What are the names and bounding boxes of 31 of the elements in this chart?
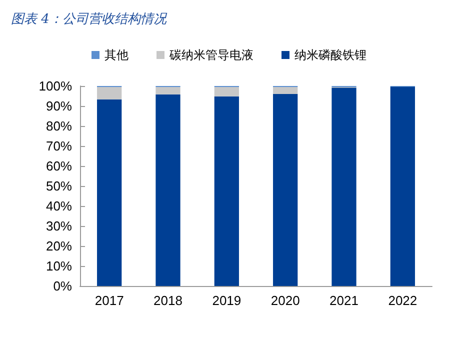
chart-title: 图表 4：公司营收结构情况 bbox=[11, 12, 168, 27]
y-tick-label: 20% bbox=[46, 238, 72, 254]
y-tick-label: 100% bbox=[38, 78, 72, 94]
x-tick-label: 2020 bbox=[270, 293, 300, 308]
bar bbox=[97, 87, 122, 100]
y-tick-label: 10% bbox=[46, 258, 72, 274]
bar bbox=[332, 88, 356, 286]
bar bbox=[214, 87, 239, 96]
y-tick-label: 90% bbox=[46, 98, 72, 114]
bar bbox=[390, 86, 415, 286]
y-tick-label: 30% bbox=[46, 218, 72, 234]
x-tick-label: 2022 bbox=[388, 293, 418, 308]
x-tick-label: 2017 bbox=[94, 293, 124, 308]
x-tick-label: 2019 bbox=[212, 293, 242, 308]
bar bbox=[97, 99, 122, 286]
y-tick-label: 60% bbox=[46, 158, 72, 174]
x-tick-label: 2018 bbox=[154, 293, 182, 308]
y-tick-label: 0% bbox=[53, 278, 72, 294]
y-tick-label: 80% bbox=[46, 118, 72, 134]
legend-label: 碳纳米管导电液 bbox=[168, 48, 254, 62]
y-tick-label: 40% bbox=[46, 198, 72, 214]
legend-label: 其他 bbox=[104, 48, 128, 62]
bar bbox=[273, 87, 298, 94]
y-tick-label: 50% bbox=[46, 178, 72, 194]
x-tick-label: 2021 bbox=[330, 293, 358, 308]
bar bbox=[156, 94, 180, 286]
bar bbox=[214, 96, 239, 286]
bar bbox=[156, 87, 180, 94]
bar bbox=[273, 94, 298, 286]
legend-label: 纳米磷酸铁锂 bbox=[294, 48, 366, 62]
y-tick-label: 70% bbox=[46, 138, 72, 154]
